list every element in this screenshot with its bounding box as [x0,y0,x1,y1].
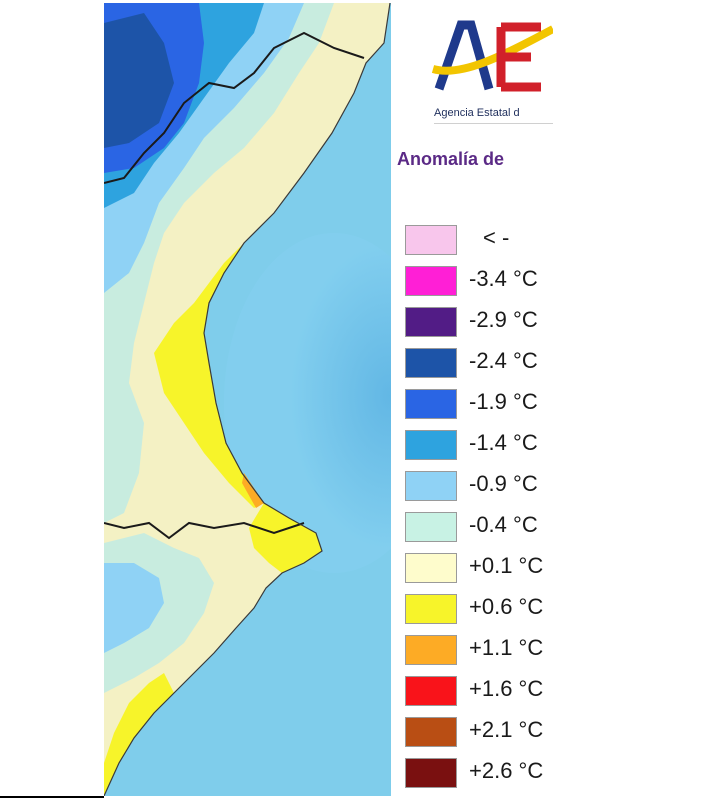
legend-swatch [405,676,457,706]
legend-item: -2.4 °C [391,344,553,384]
zone-darkest-blue [104,13,174,148]
legend-swatch [405,348,457,378]
coastline [104,3,391,796]
sea-deep-area [224,233,391,573]
province-border-2 [104,521,305,540]
legend-label: -1.9 °C [469,389,538,414]
legend-item: +1.1 °C [391,631,553,671]
legend-swatch [405,717,457,747]
legend-item: -2.9 °C [391,303,553,343]
legend-item: -0.4 °C [391,508,553,548]
zone-south-yellow [104,673,174,796]
legend-swatch [405,389,457,419]
legend-label: -0.9 °C [469,471,538,496]
legend-label: +1.1 °C [469,635,544,660]
legend-swatch [405,512,457,542]
legend-item: +1.6 °C [391,672,553,712]
legend-item: +2.1 °C [391,713,553,753]
legend-swatch [405,594,457,624]
divider [434,123,553,124]
province-border [104,31,365,184]
legend-item: < - [391,221,553,261]
legend-label: +2.1 °C [469,717,544,742]
legend-swatch [405,553,457,583]
legend-label: -3.4 °C [469,266,538,291]
legend-label: -1.4 °C [469,430,538,455]
legend-swatch [405,471,457,501]
legend-swatch [405,307,457,337]
zone-orange-spot [242,473,264,508]
legend-swatch [405,225,457,255]
aemet-logo [431,20,553,92]
zone-south-blue [104,563,164,653]
legend-label: +1.6 °C [469,676,544,701]
legend-item: +2.6 °C [391,754,553,794]
zone-coast-yellow [154,243,264,508]
legend-label: -0.4 °C [469,512,538,537]
agency-name: Agencia Estatal d [434,107,520,119]
legend-label: < - [483,225,510,250]
legend-swatch [405,430,457,460]
legend-label: -2.4 °C [469,348,538,373]
legend-item: +0.1 °C [391,549,553,589]
anomaly-map [104,3,391,796]
legend-item: -1.9 °C [391,385,553,425]
legend-swatch [405,266,457,296]
legend-swatch [405,635,457,665]
legend-item: -3.4 °C [391,262,553,302]
zone-cape-yellow [249,503,322,573]
legend-label: +0.6 °C [469,594,544,619]
map-title: Anomalía de [397,149,505,169]
legend-item: +0.6 °C [391,590,553,630]
legend-item: -1.4 °C [391,426,553,466]
legend-label: +0.1 °C [469,553,544,578]
map-svg [104,3,391,796]
legend-panel: Agencia Estatal d Anomalía de < - -3.4 °C… [391,3,553,796]
bottom-edge-line [0,796,104,798]
legend-swatch [405,758,457,788]
legend-label: -2.9 °C [469,307,538,332]
legend-label: +2.6 °C [469,758,544,783]
legend-item: -0.9 °C [391,467,553,507]
